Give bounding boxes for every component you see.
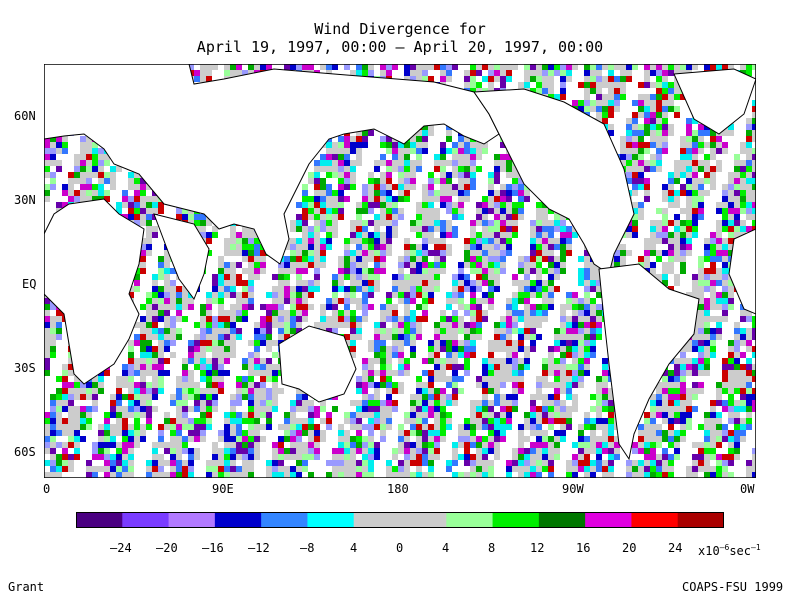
lon-label-180: 180 bbox=[387, 482, 409, 496]
lon-label-0w: 0W bbox=[740, 482, 755, 496]
lat-label-eq: EQ bbox=[22, 277, 37, 291]
colorbar-cell bbox=[261, 512, 308, 528]
colorbar-cell bbox=[538, 512, 586, 528]
colorbar-tick-label: –20 bbox=[156, 541, 178, 555]
colorbar-cell bbox=[76, 512, 123, 528]
colorbar-cell bbox=[446, 512, 494, 528]
colorbar-tick-label: 20 bbox=[622, 541, 637, 555]
colorbar-tick-label: 4 bbox=[350, 541, 358, 555]
coastlines bbox=[44, 64, 756, 461]
lat-label-60n: 60N bbox=[14, 109, 36, 123]
colorbar-tick-label: –8 bbox=[300, 541, 315, 555]
land-india bbox=[153, 213, 210, 301]
colorbar-cell bbox=[353, 512, 401, 528]
world-map bbox=[44, 64, 756, 478]
colorbar-tick-label: –16 bbox=[202, 541, 224, 555]
lat-label-30s: 30S bbox=[14, 361, 36, 375]
colorbar-cell bbox=[400, 512, 447, 528]
land-africa-east bbox=[728, 228, 756, 315]
lat-label-60s: 60S bbox=[14, 445, 36, 459]
colorbar-tick-label: –12 bbox=[248, 541, 270, 555]
map-title-line2: April 19, 1997, 00:00 – April 20, 1997, … bbox=[196, 38, 604, 56]
colorbar-tick-label: 12 bbox=[530, 541, 545, 555]
colorbar-tick-label: 24 bbox=[668, 541, 683, 555]
land-eurasia bbox=[44, 64, 500, 265]
lon-label-0: 0 bbox=[43, 482, 51, 496]
land-south-america bbox=[598, 263, 700, 461]
colorbar-tick-label: –24 bbox=[110, 541, 132, 555]
land-australia bbox=[278, 325, 357, 403]
colorbar-cell bbox=[631, 512, 679, 528]
colorbar-tick-label: 8 bbox=[488, 541, 496, 555]
colorbar-tick-label: 4 bbox=[442, 541, 450, 555]
colorbar-cell bbox=[168, 512, 216, 528]
lat-label-30n: 30N bbox=[14, 193, 36, 207]
colorbar-unit-label: x10–6sec–1 bbox=[698, 543, 761, 558]
colorbar-cell bbox=[585, 512, 632, 528]
colorbar-cell bbox=[677, 512, 724, 528]
colorbar-cell bbox=[122, 512, 170, 528]
lon-label-90e: 90E bbox=[212, 482, 234, 496]
colorbar-cell bbox=[492, 512, 540, 528]
colorbar-cell bbox=[214, 512, 262, 528]
colorbar bbox=[76, 512, 724, 528]
credit-label: COAPS-FSU 1999 bbox=[682, 580, 784, 594]
land-north-america bbox=[473, 88, 635, 275]
colorbar-tick-label: 16 bbox=[576, 541, 591, 555]
land-africa bbox=[44, 198, 145, 385]
land-greenland bbox=[673, 68, 756, 135]
colorbar-cell bbox=[307, 512, 355, 528]
author-label: Grant bbox=[8, 580, 45, 594]
lon-label-90w: 90W bbox=[562, 482, 584, 496]
colorbar-tick-label: 0 bbox=[396, 541, 404, 555]
map-title-line1: Wind Divergence for bbox=[314, 20, 486, 38]
